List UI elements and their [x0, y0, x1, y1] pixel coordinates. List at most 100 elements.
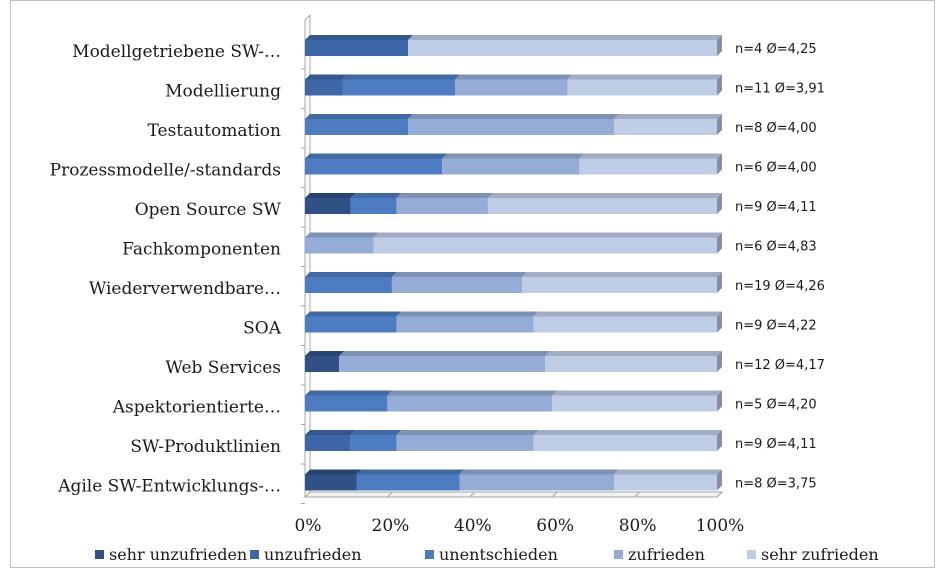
- bar-end-face: [717, 272, 722, 293]
- bar-segment: [387, 395, 553, 412]
- legend-swatch: [250, 550, 259, 559]
- bar-segment: [305, 237, 374, 254]
- bar-top-face: [387, 390, 558, 396]
- sample-annotation: n=5 Ø=4,20: [735, 398, 817, 413]
- sample-annotation: n=12 Ø=4,17: [735, 358, 825, 373]
- legend-label: sehr unzufrieden: [109, 545, 247, 564]
- bar-segment: [552, 395, 717, 412]
- bar-segment: [396, 198, 488, 214]
- sample-annotation: n=6 Ø=4,83: [735, 240, 817, 255]
- bar-segment: [614, 119, 717, 135]
- category-label: Testautomation: [148, 121, 282, 141]
- bar-segment: [373, 237, 717, 254]
- bar-top-face: [350, 430, 402, 435]
- bar-end-face: [717, 311, 722, 333]
- bar-end-face: [717, 35, 722, 56]
- bar-segment: [396, 435, 534, 451]
- bar-top-face: [305, 272, 397, 277]
- category-label: Web Services: [165, 358, 281, 378]
- x-tick-label: 0%: [295, 516, 322, 536]
- bar-segment: [305, 158, 443, 175]
- bar-top-face: [533, 311, 722, 317]
- bar-end-face: [717, 153, 722, 175]
- bar-top-face: [350, 193, 402, 198]
- bar-top-face: [305, 351, 345, 356]
- bar-segment: [614, 474, 717, 491]
- bar-top-face: [305, 232, 379, 238]
- x-tick-label: 20%: [372, 516, 410, 536]
- sample-annotation: n=4 Ø=4,25: [735, 42, 817, 57]
- bar-segment: [545, 356, 717, 372]
- bar-segment: [579, 158, 717, 175]
- sample-annotation: n=6 Ø=4,00: [735, 161, 817, 176]
- bar-segment: [305, 474, 357, 491]
- bar-top-face: [567, 74, 722, 80]
- legend-swatch: [425, 550, 434, 559]
- sample-annotation: n=8 Ø=4,00: [735, 121, 817, 136]
- plot-floor: [303, 491, 724, 498]
- bar-top-face: [614, 469, 722, 475]
- sample-annotation: n=8 Ø=3,75: [735, 477, 817, 492]
- x-tick-label: 100%: [696, 516, 745, 536]
- x-tick-mark: [551, 491, 558, 498]
- bar-top-face: [533, 430, 722, 435]
- bar-end-face: [717, 74, 722, 96]
- bar-segment: [454, 79, 568, 96]
- bar-end-face: [717, 114, 722, 135]
- bar-segment: [459, 474, 614, 491]
- bar-top-face: [487, 193, 722, 198]
- category-label: Modellierung: [165, 82, 281, 102]
- x-tick-label: 60%: [536, 516, 574, 536]
- bar-end-face: [717, 351, 722, 372]
- bar-top-face: [545, 351, 722, 356]
- bar-top-face: [522, 272, 722, 277]
- bar-top-face: [579, 153, 722, 159]
- category-label: Open Source SW: [135, 200, 282, 220]
- bar-end-face: [717, 232, 722, 254]
- bar-segment: [305, 356, 340, 372]
- bar-top-face: [305, 390, 393, 396]
- bar-top-face: [408, 114, 619, 119]
- bar-top-face: [356, 469, 465, 475]
- bar-segment: [342, 79, 455, 96]
- bar-top-face: [396, 193, 493, 198]
- x-tick-label: 40%: [454, 516, 492, 536]
- bar-segment: [356, 474, 460, 491]
- category-label: Aspektorientierte…: [112, 398, 281, 418]
- bar-segment: [305, 316, 397, 333]
- category-label: Prozessmodelle/-standards: [50, 161, 281, 181]
- legend-swatch: [614, 550, 623, 559]
- bar-segment: [339, 356, 546, 372]
- bar-segment: [396, 316, 534, 333]
- bar-top-face: [408, 35, 722, 40]
- sample-annotation: n=9 Ø=4,11: [735, 200, 817, 215]
- bar-end-face: [717, 390, 722, 412]
- bar-segment: [522, 277, 717, 293]
- bar-segment: [305, 435, 351, 451]
- bar-top-face: [396, 311, 539, 317]
- bar-top-face: [305, 469, 362, 475]
- bar-end-face: [717, 469, 722, 491]
- bar-segment: [408, 119, 614, 135]
- category-label: Fachkomponenten: [122, 240, 281, 260]
- x-tick-mark: [387, 491, 393, 498]
- bar-top-face: [305, 114, 413, 119]
- bar-top-face: [391, 272, 528, 277]
- bar-top-face: [396, 430, 539, 435]
- bar-top-face: [442, 153, 585, 159]
- bar-segment: [487, 198, 717, 214]
- y-axis-top-edge: [304, 14, 311, 21]
- bar-segment: [305, 198, 351, 214]
- legend-label: unzufrieden: [264, 545, 362, 564]
- sample-annotation: n=9 Ø=4,22: [735, 319, 817, 334]
- bar-top-face: [305, 430, 356, 435]
- category-label: Wiederverwendbare…: [89, 279, 281, 299]
- bar-segment: [350, 198, 397, 214]
- legend-label: sehr zufrieden: [761, 545, 879, 564]
- bar-segment: [305, 395, 388, 412]
- bar-top-face: [305, 311, 402, 317]
- sample-annotation: n=9 Ø=4,11: [735, 437, 817, 452]
- bar-top-face: [454, 74, 573, 80]
- category-label: Agile SW-Entwicklungs-…: [57, 477, 281, 497]
- bar-segment: [350, 435, 397, 451]
